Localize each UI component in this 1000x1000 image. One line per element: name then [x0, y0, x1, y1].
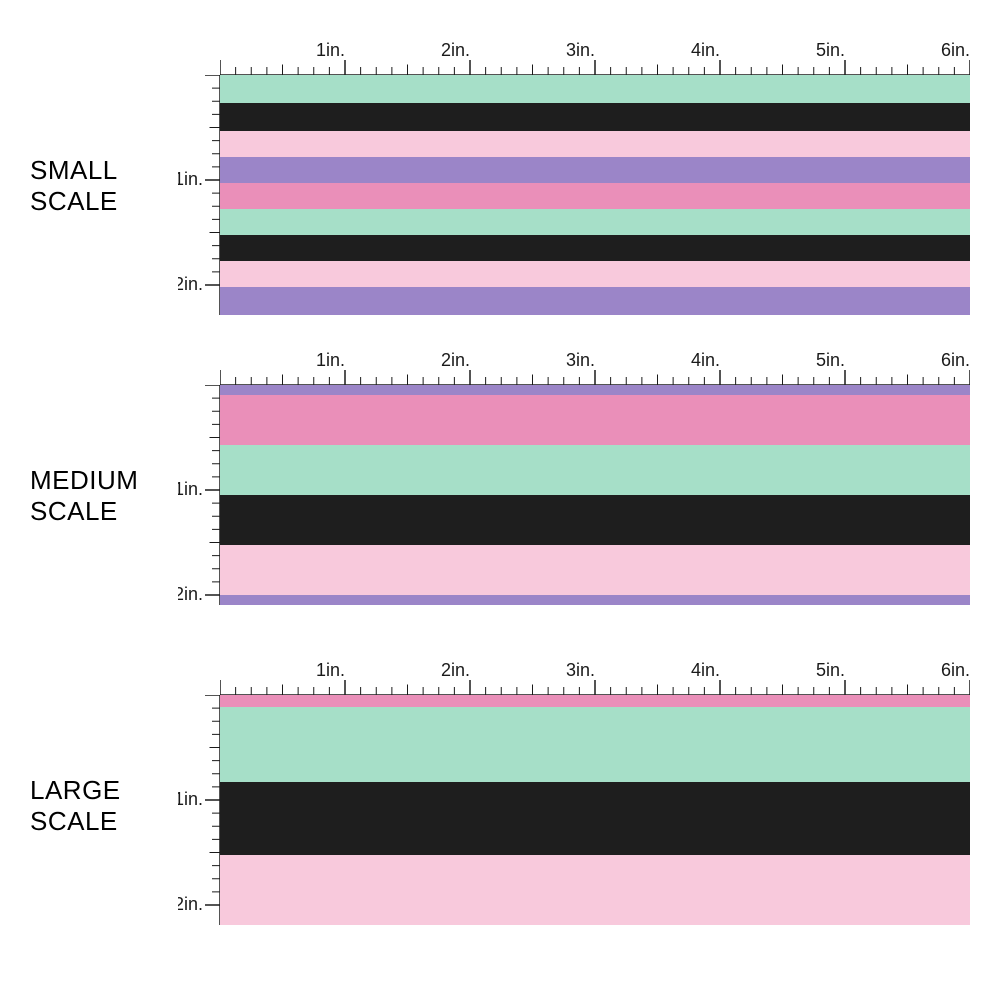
- svg-text:6in.: 6in.: [941, 40, 970, 60]
- stripe: [220, 209, 970, 235]
- horizontal-ruler: 1in. 2in. 3in. 4in. 5in. 6in.: [220, 350, 970, 385]
- svg-text:1in.: 1in.: [178, 789, 203, 809]
- stripe: [220, 855, 970, 925]
- svg-text:3in.: 3in.: [566, 350, 595, 370]
- stripe: [220, 385, 970, 395]
- svg-text:3in.: 3in.: [566, 660, 595, 680]
- stripe: [220, 495, 970, 545]
- scale-label-line: LARGE: [30, 775, 121, 806]
- svg-text:3in.: 3in.: [566, 40, 595, 60]
- horizontal-ruler: 1in. 2in. 3in. 4in. 5in. 6in.: [220, 40, 970, 75]
- swatch-medium: [220, 385, 970, 605]
- stripe: [220, 445, 970, 495]
- vertical-ruler: 1in. 2in.: [178, 75, 220, 315]
- svg-text:1in.: 1in.: [316, 40, 345, 60]
- scale-label-line: SCALE: [30, 496, 138, 527]
- scale-label-line: MEDIUM: [30, 465, 138, 496]
- svg-text:2in.: 2in.: [178, 584, 203, 604]
- scale-label-medium: MEDIUMSCALE: [30, 465, 138, 527]
- scale-label-line: SCALE: [30, 186, 118, 217]
- stripe: [220, 131, 970, 157]
- svg-text:4in.: 4in.: [691, 40, 720, 60]
- svg-text:1in.: 1in.: [178, 169, 203, 189]
- stripe: [220, 235, 970, 261]
- svg-text:2in.: 2in.: [178, 274, 203, 294]
- stripe: [220, 261, 970, 287]
- stripe: [220, 595, 970, 605]
- svg-text:2in.: 2in.: [441, 350, 470, 370]
- svg-text:5in.: 5in.: [816, 660, 845, 680]
- svg-text:5in.: 5in.: [816, 350, 845, 370]
- scale-label-large: LARGESCALE: [30, 775, 121, 837]
- stripe: [220, 75, 970, 103]
- svg-text:1in.: 1in.: [178, 479, 203, 499]
- svg-text:2in.: 2in.: [178, 894, 203, 914]
- svg-text:4in.: 4in.: [691, 350, 720, 370]
- swatch-large: [220, 695, 970, 925]
- scale-label-line: SMALL: [30, 155, 118, 186]
- horizontal-ruler: 1in. 2in. 3in. 4in. 5in. 6in.: [220, 660, 970, 695]
- stripe: [220, 287, 970, 315]
- svg-text:4in.: 4in.: [691, 660, 720, 680]
- stripe: [220, 395, 970, 445]
- stripe: [220, 782, 970, 855]
- svg-text:5in.: 5in.: [816, 40, 845, 60]
- stripe: [220, 103, 970, 131]
- stripe: [220, 707, 970, 782]
- svg-text:6in.: 6in.: [941, 660, 970, 680]
- vertical-ruler: 1in. 2in.: [178, 695, 220, 925]
- scale-label-small: SMALLSCALE: [30, 155, 118, 217]
- vertical-ruler: 1in. 2in.: [178, 385, 220, 605]
- scale-label-line: SCALE: [30, 806, 121, 837]
- swatch-small: [220, 75, 970, 315]
- svg-text:2in.: 2in.: [441, 40, 470, 60]
- svg-text:1in.: 1in.: [316, 660, 345, 680]
- stripe: [220, 157, 970, 183]
- svg-text:1in.: 1in.: [316, 350, 345, 370]
- stripe: [220, 183, 970, 209]
- stripe: [220, 695, 970, 707]
- svg-text:2in.: 2in.: [441, 660, 470, 680]
- svg-text:6in.: 6in.: [941, 350, 970, 370]
- stripe: [220, 545, 970, 595]
